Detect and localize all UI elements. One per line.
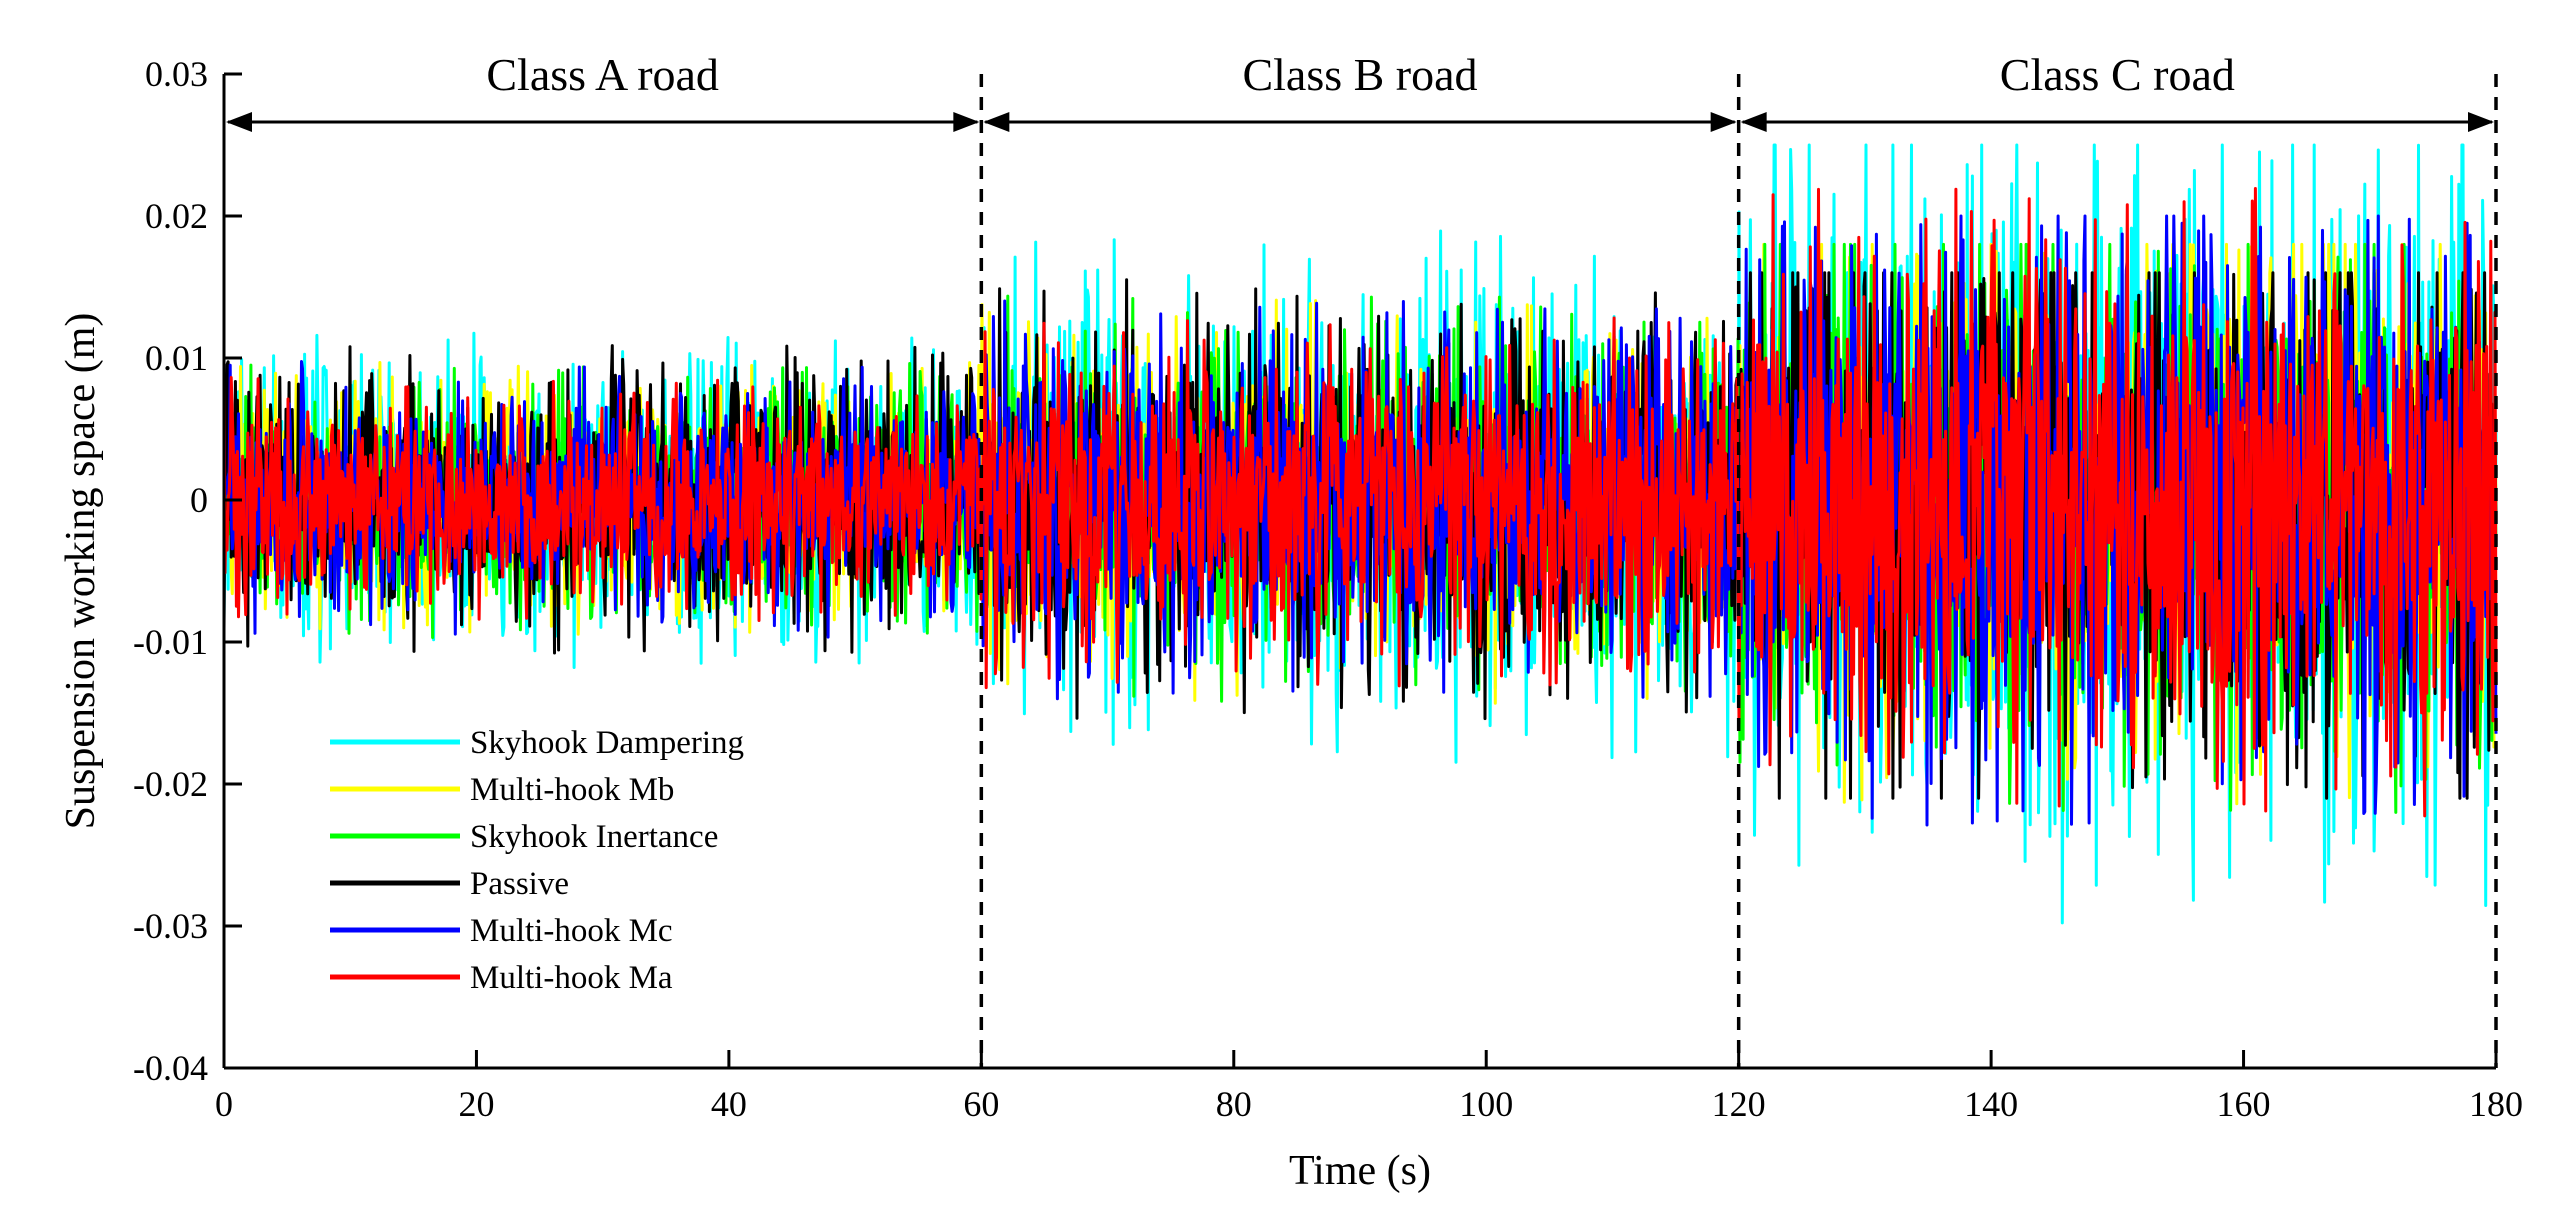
x-tick-label-120: 120: [1712, 1084, 1766, 1124]
region-label-class-a-road: Class A road: [486, 49, 719, 100]
x-tick-label-180: 180: [2469, 1084, 2523, 1124]
y-tick-label-0-02: 0.02: [145, 196, 208, 236]
y-tick-label-0-01: -0.01: [133, 622, 208, 662]
legend-entry-skyhook-inertance: Skyhook Inertance: [330, 819, 718, 855]
series-line-multi-hook-ma: [222, 187, 2498, 818]
region-label-class-b-road: Class B road: [1242, 49, 1477, 100]
x-tick-label-160: 160: [2217, 1084, 2271, 1124]
y-tick-label-0-01: 0.01: [145, 338, 208, 378]
x-tick-label-0: 0: [215, 1084, 233, 1124]
legend-entry-skyhook-dampering: Skyhook Dampering: [330, 725, 744, 761]
legend-label-multi-hook-ma: Multi-hook Ma: [470, 960, 673, 996]
y-tick-label-0-03: 0.03: [145, 54, 208, 94]
legend-label-passive: Passive: [470, 866, 569, 902]
axes-frame: [222, 74, 2496, 1070]
legend: Skyhook Dampering Multi-hook Mb Skyhook …: [330, 725, 744, 996]
y-tick-label-0: 0: [190, 480, 208, 520]
legend-entry-multi-hook-mc: Multi-hook Mc: [330, 913, 673, 949]
region-label-class-c-road: Class C road: [2000, 49, 2235, 100]
x-tick-label-80: 80: [1216, 1084, 1252, 1124]
x-tick-label-140: 140: [1964, 1084, 2018, 1124]
region-layer: Class A road Class B road Class C road: [226, 49, 2498, 1068]
x-tick-label-40: 40: [711, 1084, 747, 1124]
y-tick-label-0-02: -0.02: [133, 764, 208, 804]
region-arrowhead-left-class-b-road: [983, 112, 1010, 132]
x-tick-label-20: 20: [458, 1084, 494, 1124]
x-tick-label-60: 60: [963, 1084, 999, 1124]
series-layer: [222, 143, 2498, 925]
legend-entry-multi-hook-mb: Multi-hook Mb: [330, 772, 674, 808]
legend-entry-multi-hook-ma: Multi-hook Ma: [330, 960, 673, 996]
y-tick-label-0-04: -0.04: [133, 1048, 208, 1088]
legend-entry-passive: Passive: [330, 866, 569, 902]
x-axis-title: Time (s): [1289, 1148, 1431, 1194]
region-arrowhead-right-class-b-road: [1710, 112, 1737, 132]
x-tick-label-100: 100: [1459, 1084, 1513, 1124]
region-arrowhead-left-class-c-road: [1740, 112, 1767, 132]
region-arrowhead-right-class-a-road: [953, 112, 980, 132]
legend-label-skyhook-dampering: Skyhook Dampering: [470, 725, 744, 761]
tick-layer: 0 20 40 60 80 100 120 140 160 1800.030.020.010-0.…: [133, 54, 2523, 1124]
y-tick-label-0-03: -0.03: [133, 906, 208, 946]
y-axis-title: Suspension working space (m): [58, 313, 104, 830]
region-arrowhead-left-class-a-road: [226, 112, 252, 132]
legend-label-multi-hook-mb: Multi-hook Mb: [470, 772, 674, 808]
legend-label-multi-hook-mc: Multi-hook Mc: [470, 913, 673, 949]
region-arrowhead-right-class-c-road: [2468, 112, 2494, 132]
legend-label-skyhook-inertance: Skyhook Inertance: [470, 819, 718, 855]
